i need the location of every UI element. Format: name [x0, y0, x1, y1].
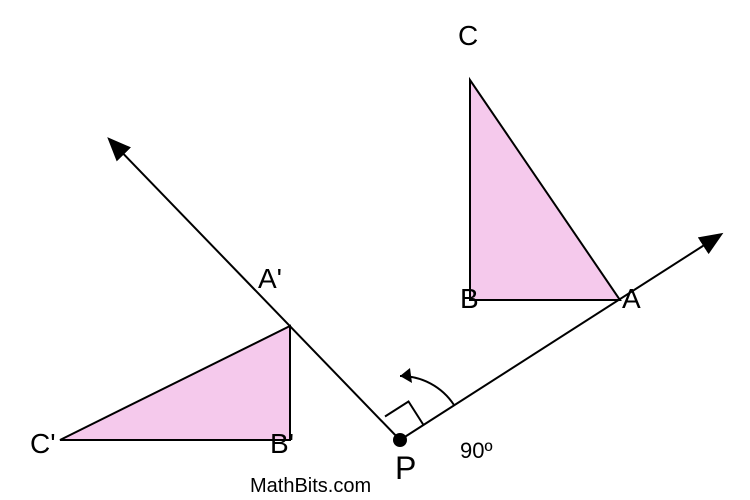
label-b-prime: B' [270, 428, 294, 460]
geometry-svg [0, 0, 750, 500]
right-angle-marker [385, 402, 424, 426]
label-a-prime: A' [258, 263, 282, 295]
label-p: P [395, 450, 416, 487]
diagram-canvas: C A B A' B' C' P 90º MathBits.com [0, 0, 750, 500]
label-b: B [460, 283, 479, 315]
label-c: C [458, 20, 478, 52]
point-p [393, 433, 407, 447]
triangle-abc-prime [60, 326, 290, 440]
label-c-prime: C' [30, 428, 56, 460]
triangle-abc [470, 80, 620, 300]
label-a: A [622, 283, 641, 315]
label-angle: 90º [460, 438, 493, 464]
attribution-text: MathBits.com [250, 475, 371, 498]
angle-arc [400, 368, 454, 405]
